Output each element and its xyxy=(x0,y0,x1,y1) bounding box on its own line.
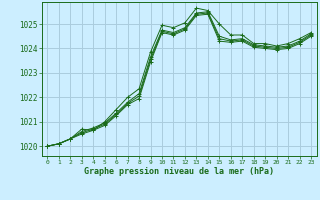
X-axis label: Graphe pression niveau de la mer (hPa): Graphe pression niveau de la mer (hPa) xyxy=(84,167,274,176)
